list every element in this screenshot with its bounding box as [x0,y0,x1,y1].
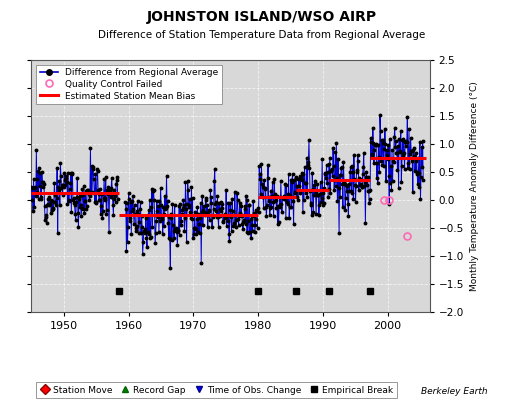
Text: Difference of Station Temperature Data from Regional Average: Difference of Station Temperature Data f… [99,30,425,40]
Text: Berkeley Earth: Berkeley Earth [421,387,487,396]
Text: JOHNSTON ISLAND/WSO AIRP: JOHNSTON ISLAND/WSO AIRP [147,10,377,24]
Legend: Station Move, Record Gap, Time of Obs. Change, Empirical Break: Station Move, Record Gap, Time of Obs. C… [36,382,397,398]
Y-axis label: Monthly Temperature Anomaly Difference (°C): Monthly Temperature Anomaly Difference (… [470,81,478,291]
